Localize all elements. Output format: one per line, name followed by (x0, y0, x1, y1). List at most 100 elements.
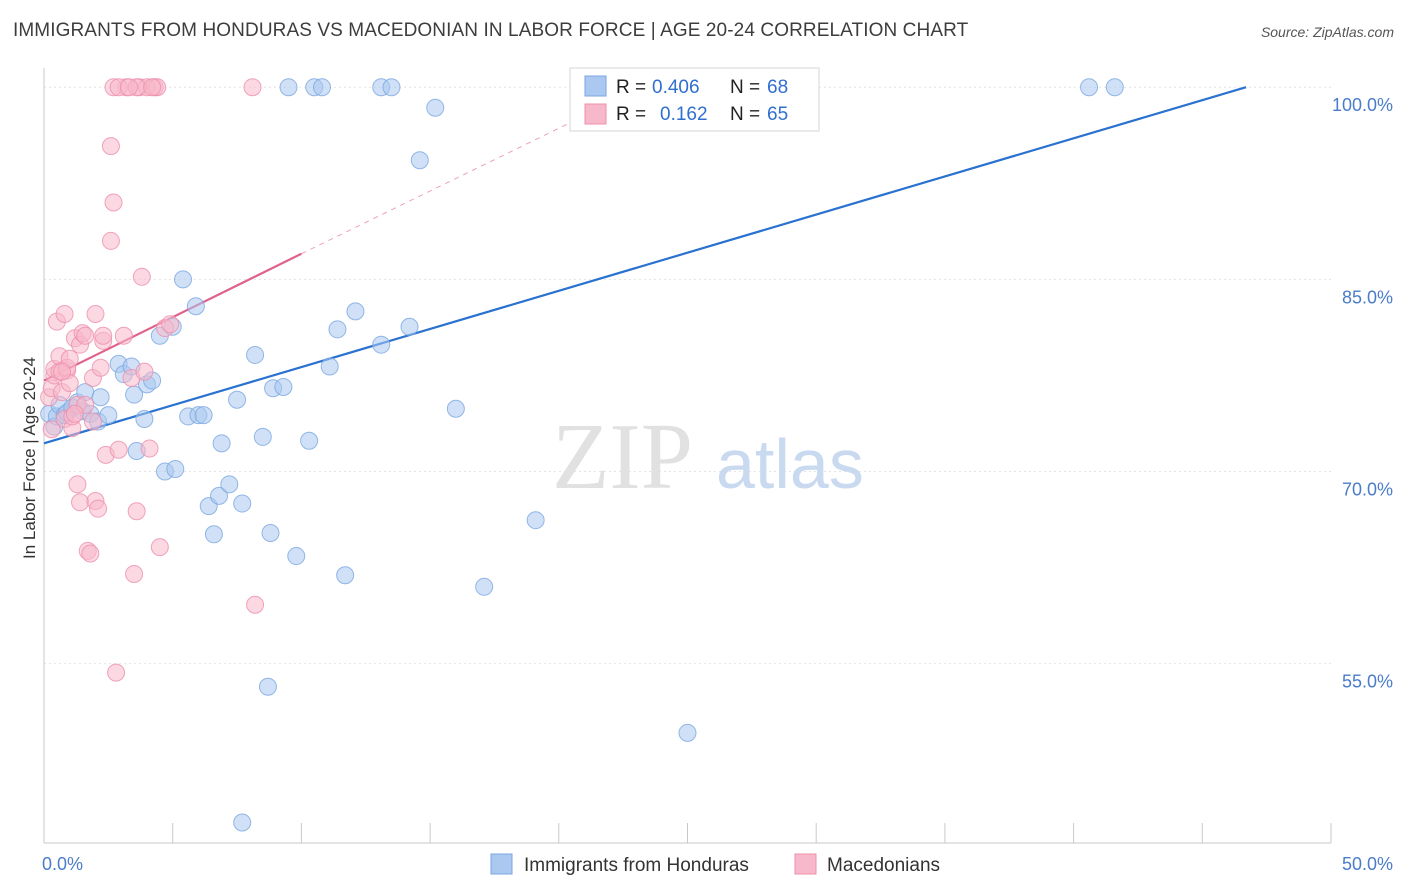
x-tick-label-1: 50.0% (1342, 854, 1393, 874)
data-points (40, 78, 1124, 832)
point-honduras-47 (336, 566, 355, 585)
point-honduras-12 (91, 388, 110, 407)
point-honduras-53 (446, 399, 465, 418)
point-macedonians-54 (132, 267, 151, 286)
point-macedonians-39 (109, 440, 128, 459)
point-honduras-55 (526, 511, 545, 530)
y-tick-label-3: 55.0% (1342, 672, 1393, 692)
point-macedonians-23 (76, 326, 95, 345)
point-macedonians-56 (143, 78, 162, 97)
watermark-atlas: atlas (716, 425, 864, 503)
x-tick-label-0: 0.0% (42, 854, 83, 874)
point-macedonians-38 (107, 663, 126, 682)
point-honduras-58 (233, 813, 252, 832)
point-honduras-30 (194, 406, 213, 425)
point-macedonians-48 (140, 439, 159, 458)
watermark-zip: ZIP (552, 405, 693, 509)
point-honduras-40 (261, 524, 280, 542)
point-honduras-13 (99, 406, 118, 425)
point-macedonians-26 (81, 544, 100, 563)
point-macedonians-19 (68, 475, 87, 494)
point-honduras-25 (166, 459, 185, 478)
y-axis-title: In Labor Force | Age 20-24 (20, 357, 39, 559)
y-tick-label-0: 100.0% (1332, 95, 1393, 115)
point-macedonians-9 (55, 304, 74, 323)
point-honduras-50 (400, 317, 419, 336)
y-tick-label-1: 85.0% (1342, 287, 1393, 307)
point-honduras-51 (410, 151, 429, 170)
bottom-legend-swatch-macedonians (794, 853, 817, 875)
point-honduras-46 (328, 320, 347, 339)
grid-lines (44, 86, 1331, 665)
axes (43, 68, 1332, 844)
point-macedonians-46 (135, 362, 154, 381)
point-macedonians-57 (243, 78, 262, 97)
legend-n-value-2: 65 (767, 104, 788, 125)
point-honduras-39 (253, 427, 272, 446)
bottom-legend-label-macedonians: Macedonians (827, 855, 940, 876)
legend-swatch-macedonians (584, 103, 607, 125)
tick-labels: 100.0% 85.0% 70.0% 55.0% 0.0% 50.0% (42, 95, 1393, 874)
point-honduras-38 (246, 345, 265, 364)
point-honduras-49 (372, 335, 391, 354)
point-honduras-26 (173, 270, 192, 289)
point-macedonians-37 (104, 193, 123, 212)
point-honduras-45 (320, 357, 339, 376)
point-honduras-42 (274, 377, 293, 396)
point-honduras-52 (426, 98, 445, 117)
point-macedonians-31 (89, 499, 108, 518)
point-honduras-36 (228, 390, 247, 409)
point-honduras-63 (382, 78, 401, 97)
point-honduras-43 (287, 547, 306, 566)
trend-line-honduras (43, 86, 1247, 445)
point-honduras-28 (186, 297, 205, 316)
stats-legend-box (569, 67, 820, 132)
legend-n-label-1: N = (730, 77, 760, 98)
point-honduras-59 (279, 78, 298, 97)
point-macedonians-53 (101, 231, 120, 250)
bottom-legend-swatch-honduras (490, 853, 513, 875)
legend-n-label-2: N = (730, 104, 760, 125)
legend-r-label-1: R = (616, 77, 646, 98)
stats-legend: R = 0.406 N = 68 R = 0.162 N = 65 (569, 67, 820, 132)
legend-n-value-1: 68 (767, 77, 788, 98)
y-tick-label-2: 70.0% (1342, 480, 1393, 500)
chart-source: Source: ZipAtlas.com (1260, 24, 1394, 40)
point-honduras-44 (300, 431, 319, 450)
point-honduras-67 (1105, 78, 1124, 97)
legend-r-label-2: R = (616, 104, 646, 125)
point-honduras-57 (258, 677, 277, 696)
series-legend: Immigrants from Honduras Macedonians (490, 853, 940, 876)
legend-r-value-1: 0.406 (652, 77, 700, 98)
legend-swatch-honduras (584, 75, 607, 97)
point-macedonians-36 (101, 137, 120, 156)
point-honduras-48 (346, 302, 365, 321)
point-macedonians-29 (86, 304, 105, 323)
point-honduras-66 (1080, 78, 1099, 97)
point-macedonians-2 (42, 420, 61, 439)
point-honduras-37 (233, 494, 252, 513)
point-honduras-54 (475, 577, 494, 596)
watermark: ZIP atlas (552, 405, 864, 509)
point-macedonians-62 (119, 78, 138, 97)
point-macedonians-43 (125, 564, 144, 583)
point-macedonians-59 (161, 315, 180, 334)
point-honduras-35 (220, 475, 239, 494)
point-macedonians-51 (150, 538, 169, 557)
chart-title: IMMIGRANTS FROM HONDURAS VS MACEDONIAN I… (13, 20, 969, 41)
point-honduras-32 (204, 525, 223, 544)
point-macedonians-20 (71, 493, 90, 512)
point-honduras-34 (212, 434, 231, 453)
point-macedonians-63 (53, 362, 72, 381)
point-macedonians-64 (65, 404, 84, 423)
point-macedonians-32 (91, 358, 110, 377)
point-honduras-19 (135, 409, 154, 428)
point-macedonians-34 (94, 326, 113, 345)
point-honduras-56 (678, 723, 697, 742)
point-honduras-61 (312, 78, 331, 97)
point-macedonians-58 (246, 595, 265, 614)
bottom-legend-label-honduras: Immigrants from Honduras (524, 855, 749, 876)
point-macedonians-40 (114, 326, 133, 345)
point-honduras-33 (210, 486, 229, 505)
